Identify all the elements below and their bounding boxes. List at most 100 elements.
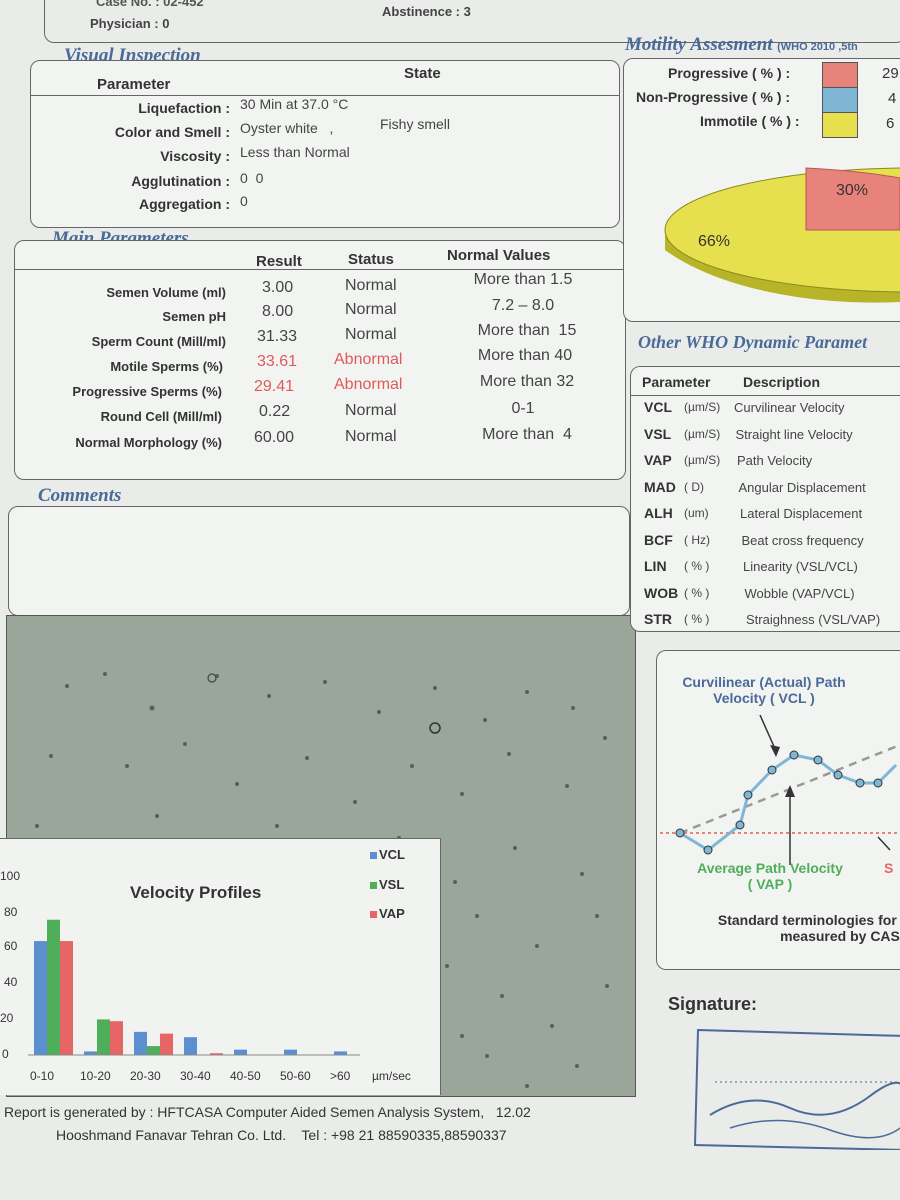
aggregation-value: 0 — [240, 193, 248, 209]
row-status: Abnormal — [334, 376, 403, 393]
color-smell-value: Oyster white , — [240, 120, 334, 136]
row-normal: More than 4 — [482, 426, 572, 443]
pie-label-progressive: 30% — [836, 182, 869, 199]
row-result: 33.61 — [257, 353, 298, 370]
y-tick: 40 — [4, 975, 18, 989]
non-progressive-swatch — [822, 87, 858, 113]
who-description: Linearity (VSL/VCL) — [743, 559, 858, 574]
row-normal: More than 40 — [477, 347, 573, 364]
case-number: Case No. : 02-452 — [96, 0, 204, 9]
col-state: State — [404, 65, 441, 82]
bar-vcl-0 — [34, 941, 47, 1055]
visual-inspection-header-line — [31, 95, 619, 96]
x-tick: 20-30 — [130, 1069, 161, 1083]
sperm-particles — [35, 672, 609, 1088]
y-tick: 60 — [4, 939, 18, 953]
who-unit: ( % ) — [684, 559, 710, 573]
who-unit: (µm/S) — [684, 426, 721, 441]
diagram-box — [656, 650, 900, 970]
progressive-value: 29 — [882, 65, 899, 82]
bar-vsl-0 — [47, 919, 60, 1055]
legend-vsl-label: VSL — [379, 877, 405, 892]
who-description: Straight line Velocity — [735, 426, 853, 442]
who-unit: ( D) — [684, 479, 704, 494]
who-param: WOB — [644, 584, 679, 601]
bar-vcl-4 — [234, 1049, 247, 1055]
comments-title: Comments — [38, 485, 122, 506]
abstinence: Abstinence : 3 — [382, 4, 471, 19]
row-normal: More than 15 — [477, 322, 577, 339]
viscosity-label: Viscosity : — [160, 148, 230, 164]
bar-vap-1 — [110, 1021, 123, 1055]
row-result: 8.00 — [262, 303, 294, 320]
row-label: Round Cell (Mill/ml) — [100, 409, 222, 424]
y-tick: 100 — [0, 869, 21, 883]
row-result: 29.41 — [254, 378, 295, 395]
who-param: BCF — [644, 531, 673, 548]
who-description: Angular Displacement — [738, 479, 866, 495]
non-progressive-value: 4 — [888, 90, 897, 107]
row-normal: 7.2 – 8.0 — [491, 297, 555, 314]
row-status: Normal — [345, 301, 397, 318]
who-col-parameter: Parameter — [642, 374, 711, 390]
col-parameter: Parameter — [97, 76, 171, 93]
x-tick: 0-10 — [30, 1069, 55, 1083]
vap-label: Average Path Velocity ( VAP ) — [697, 860, 843, 892]
legend-vap: VAP — [370, 906, 405, 921]
row-normal: More than 1.5 — [473, 271, 573, 288]
x-tick: 30-40 — [180, 1069, 211, 1083]
who-unit: (µm/S) — [684, 400, 721, 414]
bar-vcl-5 — [284, 1049, 297, 1055]
row-status: Normal — [345, 326, 397, 343]
immotile-swatch — [822, 112, 858, 138]
row-status: Normal — [345, 277, 397, 294]
bar-vcl-3 — [184, 1037, 197, 1055]
row-result: 3.00 — [262, 279, 294, 296]
who-param: MAD — [644, 478, 676, 495]
debris — [207, 673, 217, 683]
motility-pie — [664, 167, 900, 303]
bar-vap-0 — [60, 941, 73, 1055]
bar-vap-2 — [160, 1033, 173, 1055]
terminology-note: Standard terminologies for V measured by… — [717, 912, 900, 944]
x-tick: 40-50 — [230, 1069, 261, 1083]
footer-line-2: Hooshmand Fanavar Tehran Co. Ltd. Tel : … — [56, 1127, 507, 1143]
who-header-line — [631, 395, 900, 396]
who-description: Wobble (VAP/VCL) — [744, 585, 855, 601]
liquefaction-value: 30 Min at 37.0 °C — [240, 96, 349, 112]
header — [44, 0, 900, 43]
who-description: Lateral Displacement — [740, 506, 863, 521]
who-unit: ( % ) — [684, 585, 710, 600]
vcl-label: Curvilinear (Actual) Path Velocity ( VCL… — [682, 674, 846, 706]
signature-stamp — [693, 1028, 900, 1150]
agglutination-value: 0 0 — [240, 170, 264, 186]
row-label: Semen Volume (ml) — [106, 285, 226, 300]
motility-title-text: Motility Assesment — [625, 34, 773, 55]
x-unit: µm/sec — [372, 1069, 411, 1083]
main-parameters-header-line — [15, 269, 625, 270]
liquefaction-label: Liquefaction : — [138, 100, 230, 116]
physician: Physician : 0 — [90, 16, 170, 31]
row-status: Normal — [345, 428, 397, 445]
who-unit: (um) — [684, 506, 709, 520]
who-unit: ( % ) — [684, 612, 710, 626]
who-unit: ( Hz) — [684, 532, 710, 547]
y-tick: 20 — [0, 1011, 14, 1025]
who-param: STR — [644, 611, 672, 627]
who-param: VSL — [644, 425, 672, 442]
row-status: Abnormal — [334, 351, 403, 368]
who-unit: (µm/S) — [684, 453, 721, 467]
who-description: Beat cross frequency — [741, 532, 864, 548]
who-param: VCL — [644, 399, 672, 415]
row-result: 31.33 — [257, 328, 298, 345]
row-result: 60.00 — [254, 429, 295, 446]
immotile-label: Immotile ( % ) : — [700, 113, 800, 129]
pie-label-immotile: 66% — [698, 233, 731, 250]
who-param: ALH — [644, 505, 673, 521]
visual-inspection-box — [30, 60, 620, 228]
row-label: Progressive Sperms (%) — [72, 384, 222, 399]
s-label: S — [884, 860, 894, 876]
immotile-value: 6 — [886, 115, 895, 132]
bar-vcl-6 — [334, 1051, 347, 1055]
legend-vsl: VSL — [370, 877, 404, 892]
